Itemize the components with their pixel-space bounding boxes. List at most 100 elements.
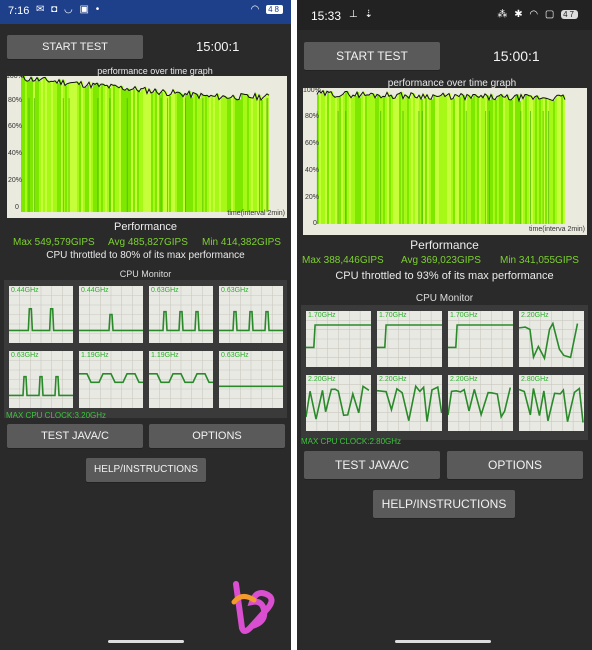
y-label-80: 80%: [8, 97, 23, 104]
graph-bar: [99, 86, 102, 212]
graph-bar: [237, 99, 240, 212]
graph-bar: [193, 92, 196, 212]
graph-bar: [71, 82, 74, 212]
graph-bar: [321, 92, 324, 224]
graph-bar: [517, 94, 520, 224]
start-test-button[interactable]: START TEST: [7, 35, 143, 59]
graph-bar: [155, 88, 158, 212]
graph-bar: [453, 98, 456, 224]
graph-bar: [361, 94, 364, 225]
options-button[interactable]: OPTIONS: [149, 424, 285, 448]
home-indicator[interactable]: [395, 640, 491, 643]
y-label-60: 60%: [305, 140, 320, 147]
cpu-frequency-label: 2.20GHz: [521, 312, 549, 319]
graph-bar: [401, 92, 404, 225]
cpu-core-cell: 2.20GHz: [306, 375, 371, 431]
y-label-40: 40%: [8, 150, 23, 157]
graph-bar: [51, 81, 54, 213]
graph-bar: [189, 91, 192, 212]
status-bar: 7:16 ✉ ◘ ◡ ▣ • ◠ 48: [0, 0, 291, 24]
graph-bar: [23, 76, 26, 213]
cpu-frequency-label: 1.19GHz: [81, 352, 109, 359]
graph-bar: [531, 95, 534, 224]
graph-bar: [559, 95, 562, 224]
graph-bar: [223, 95, 226, 212]
graph-bar: [199, 98, 202, 212]
graph-bar: [21, 76, 24, 212]
cpu-load-line: [519, 321, 579, 361]
graph-bar: [509, 99, 512, 224]
battery-level: 47: [561, 10, 578, 19]
graph-bar: [545, 98, 548, 224]
cpu-load-line: [149, 372, 213, 384]
cpu-load-line: [448, 387, 512, 420]
graph-bar: [195, 93, 198, 212]
graph-bar: [447, 95, 450, 224]
graph-bar: [103, 84, 106, 212]
graph-bar: [327, 91, 330, 224]
graph-bar: [471, 98, 474, 224]
graph-bar: [239, 99, 242, 212]
cpu-load-line: [448, 324, 513, 349]
graph-bar: [177, 92, 180, 212]
graph-bar: [491, 94, 494, 224]
graph-bar: [405, 94, 408, 224]
graph-bar: [81, 81, 84, 212]
test-java-c-button[interactable]: TEST JAVA/C: [304, 451, 440, 479]
graph-bar: [489, 99, 492, 224]
graph-bar: [497, 96, 500, 224]
graph-bar: [329, 92, 332, 225]
performance-graph: 100% 80% 60% 40% 20% 0 time(interval 2mi…: [6, 73, 287, 218]
y-label-80: 80%: [305, 113, 320, 120]
graph-bar: [233, 95, 236, 212]
test-java-c-button[interactable]: TEST JAVA/C: [7, 424, 143, 448]
graph-bar: [43, 77, 46, 212]
home-indicator[interactable]: [108, 640, 184, 643]
help-instructions-button[interactable]: HELP/INSTRUCTIONS: [86, 458, 206, 482]
cpu-frequency-label: 1.70GHz: [450, 312, 478, 319]
performance-title: Performance: [410, 238, 479, 252]
graph-bar: [107, 85, 110, 212]
graph-bar: [469, 95, 472, 224]
cpu-frequency-label: 2.20GHz: [379, 376, 407, 383]
cpu-monitor-panel: 1.70GHz 1.70GHz 1.70GHz 2.20GHz 2.20GHz 2.20G…: [301, 305, 588, 440]
graph-bar: [87, 85, 90, 212]
options-button[interactable]: OPTIONS: [447, 451, 583, 479]
graph-bar: [243, 93, 246, 212]
max-cpu-clock: MAX CPU CLOCK:3.20GHz: [6, 411, 107, 420]
graph-bar: [147, 93, 150, 212]
left-phone-screen: 7:16 ✉ ◘ ◡ ▣ • ◠ 48 START TEST 15:00:1 p…: [0, 0, 291, 650]
graph-title: performance over time graph: [97, 66, 213, 76]
graph-bar: [417, 97, 420, 224]
start-test-button[interactable]: START TEST: [304, 42, 440, 70]
graph-bar: [407, 96, 410, 224]
graph-bar: [391, 95, 394, 224]
help-instructions-button[interactable]: HELP/INSTRUCTIONS: [373, 490, 515, 518]
graph-bar: [263, 97, 266, 212]
graph-bar: [319, 90, 322, 224]
y-label-0: 0: [15, 204, 19, 211]
graph-bar: [27, 81, 30, 212]
graph-bar: [475, 94, 478, 225]
x-axis-label: time(interva 2min): [528, 226, 585, 233]
graph-bar: [145, 87, 148, 212]
graph-bar: [399, 93, 402, 224]
graph-bar: [261, 100, 264, 212]
graph-bar: [231, 97, 234, 212]
graph-bar: [167, 95, 170, 212]
graph-bar: [207, 95, 210, 212]
performance-line: [316, 89, 566, 103]
graph-bar: [67, 83, 70, 212]
y-label-20: 20%: [8, 177, 23, 184]
graph-bar: [211, 95, 214, 212]
graph-bar: [431, 99, 434, 224]
graph-bar: [445, 96, 448, 224]
avg-gips: Avg 485,827GIPS: [108, 237, 188, 248]
graph-bar: [181, 93, 184, 212]
graph-bar: [539, 99, 542, 224]
graph-bar: [153, 91, 156, 212]
cpu-frequency-label: 2.80GHz: [521, 376, 549, 383]
graph-bar: [457, 95, 460, 224]
graph-bar: [127, 88, 130, 212]
watermark-logo: [231, 581, 275, 634]
